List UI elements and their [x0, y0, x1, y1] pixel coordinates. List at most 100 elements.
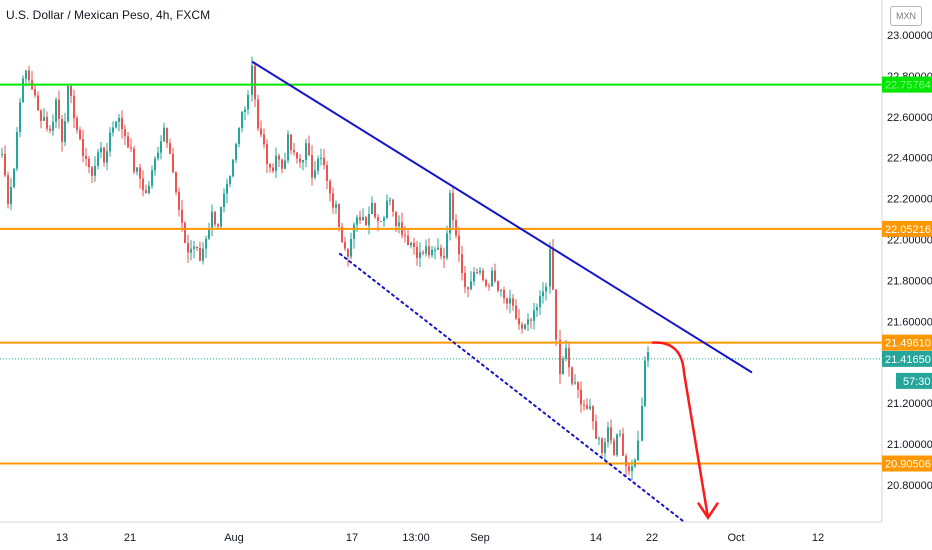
- candle-body: [109, 132, 111, 152]
- candle-body: [647, 352, 649, 361]
- candle-body: [163, 127, 165, 142]
- candle-body: [461, 254, 463, 274]
- candle-body: [392, 199, 394, 212]
- currency-label[interactable]: MXN: [890, 6, 922, 26]
- candle-body: [422, 252, 424, 254]
- candle-body: [383, 217, 385, 221]
- candle-body: [398, 222, 400, 227]
- candle-body: [628, 466, 630, 472]
- level-tag-green: 22.75764: [885, 80, 931, 92]
- candle-body: [607, 427, 609, 443]
- candle-body: [389, 199, 391, 201]
- candle-body: [533, 310, 535, 321]
- candle-body: [299, 158, 301, 163]
- candle-body: [241, 111, 243, 129]
- candle-body: [616, 434, 618, 456]
- candle-body: [43, 116, 45, 121]
- candle-body: [257, 99, 259, 129]
- candle-body: [166, 127, 168, 144]
- candle-body: [335, 204, 337, 208]
- candle-body: [34, 89, 36, 96]
- time-axis[interactable]: 13 21 Aug 17 13:00 Sep 14 22 Oct 12: [56, 532, 824, 544]
- candle-body: [332, 193, 334, 208]
- candle-body: [464, 273, 466, 288]
- level-tag-orange-1: 22.05216: [885, 224, 931, 236]
- candle-body: [1, 153, 3, 155]
- candle-body: [284, 160, 286, 169]
- candle-body: [494, 270, 496, 282]
- candle-body: [290, 134, 292, 151]
- candle-body: [455, 219, 457, 236]
- y-tick-label: 21.80000: [887, 275, 932, 287]
- candle-body: [446, 233, 448, 258]
- candle-body: [598, 438, 600, 440]
- candle-body: [199, 247, 201, 261]
- candle-body: [142, 178, 144, 191]
- candle-body: [428, 246, 430, 256]
- candle-body: [229, 176, 231, 184]
- x-tick-label: 13: [56, 532, 68, 544]
- candle-body: [568, 348, 570, 368]
- candle-body: [631, 466, 633, 472]
- candle-body: [16, 132, 18, 169]
- candle-body: [7, 175, 9, 205]
- candle-body: [133, 148, 135, 172]
- candle-body: [589, 406, 591, 409]
- candle-body: [28, 70, 30, 81]
- candle-body: [181, 209, 183, 223]
- y-tick-label: 21.00000: [887, 439, 932, 451]
- candle-body: [145, 190, 147, 194]
- candle-body: [419, 252, 421, 258]
- candle-body: [371, 202, 373, 215]
- candle-body: [287, 134, 289, 161]
- candle-body: [275, 155, 277, 171]
- candle-body: [79, 129, 81, 139]
- candle-body: [341, 226, 343, 243]
- candle-body: [530, 319, 532, 321]
- candle-body: [293, 150, 295, 153]
- candle-body: [121, 118, 123, 130]
- candle-body: [187, 243, 189, 253]
- candle-body: [362, 217, 364, 221]
- candle-body: [329, 180, 331, 194]
- candle-body: [320, 157, 322, 159]
- candle-body: [380, 220, 382, 222]
- y-tick-label: 21.20000: [887, 398, 932, 410]
- level-tag-orange-2: 21.49610: [885, 338, 931, 350]
- candle-body: [184, 222, 186, 244]
- candle-body: [305, 143, 307, 161]
- candle-body: [479, 270, 481, 273]
- price-axis[interactable]: 23.0000022.8000022.6000022.4000022.20000…: [887, 30, 932, 492]
- candle-body: [431, 249, 433, 256]
- candle-body: [311, 155, 313, 178]
- candle-body: [506, 298, 508, 304]
- candle-body: [10, 186, 12, 205]
- candle-body: [359, 217, 361, 221]
- candle-body: [67, 85, 69, 122]
- x-tick-label: 13:00: [402, 532, 430, 544]
- candle-body: [106, 151, 108, 163]
- x-tick-label: 21: [124, 532, 136, 544]
- candle-body: [497, 281, 499, 291]
- forecast-arrow: [651, 341, 720, 520]
- candle-body: [175, 172, 177, 192]
- candle-body: [545, 286, 547, 292]
- candle-body: [40, 110, 42, 121]
- candle-body: [190, 248, 192, 253]
- candle-body: [13, 168, 15, 187]
- candle-body: [115, 121, 117, 128]
- candle-body: [395, 211, 397, 227]
- y-tick-label: 23.00000: [887, 30, 932, 42]
- candle-body: [580, 389, 582, 405]
- level-tag-orange-3-bg: [882, 455, 932, 472]
- candle-body: [272, 167, 274, 171]
- current-price-tag-bg: [882, 350, 932, 367]
- candle-body: [217, 224, 219, 227]
- candle-body: [365, 217, 367, 226]
- candle-body: [4, 153, 6, 176]
- candle-body: [211, 211, 213, 229]
- candle-body: [148, 185, 150, 194]
- candle-body: [338, 204, 340, 227]
- candle-body: [193, 246, 195, 249]
